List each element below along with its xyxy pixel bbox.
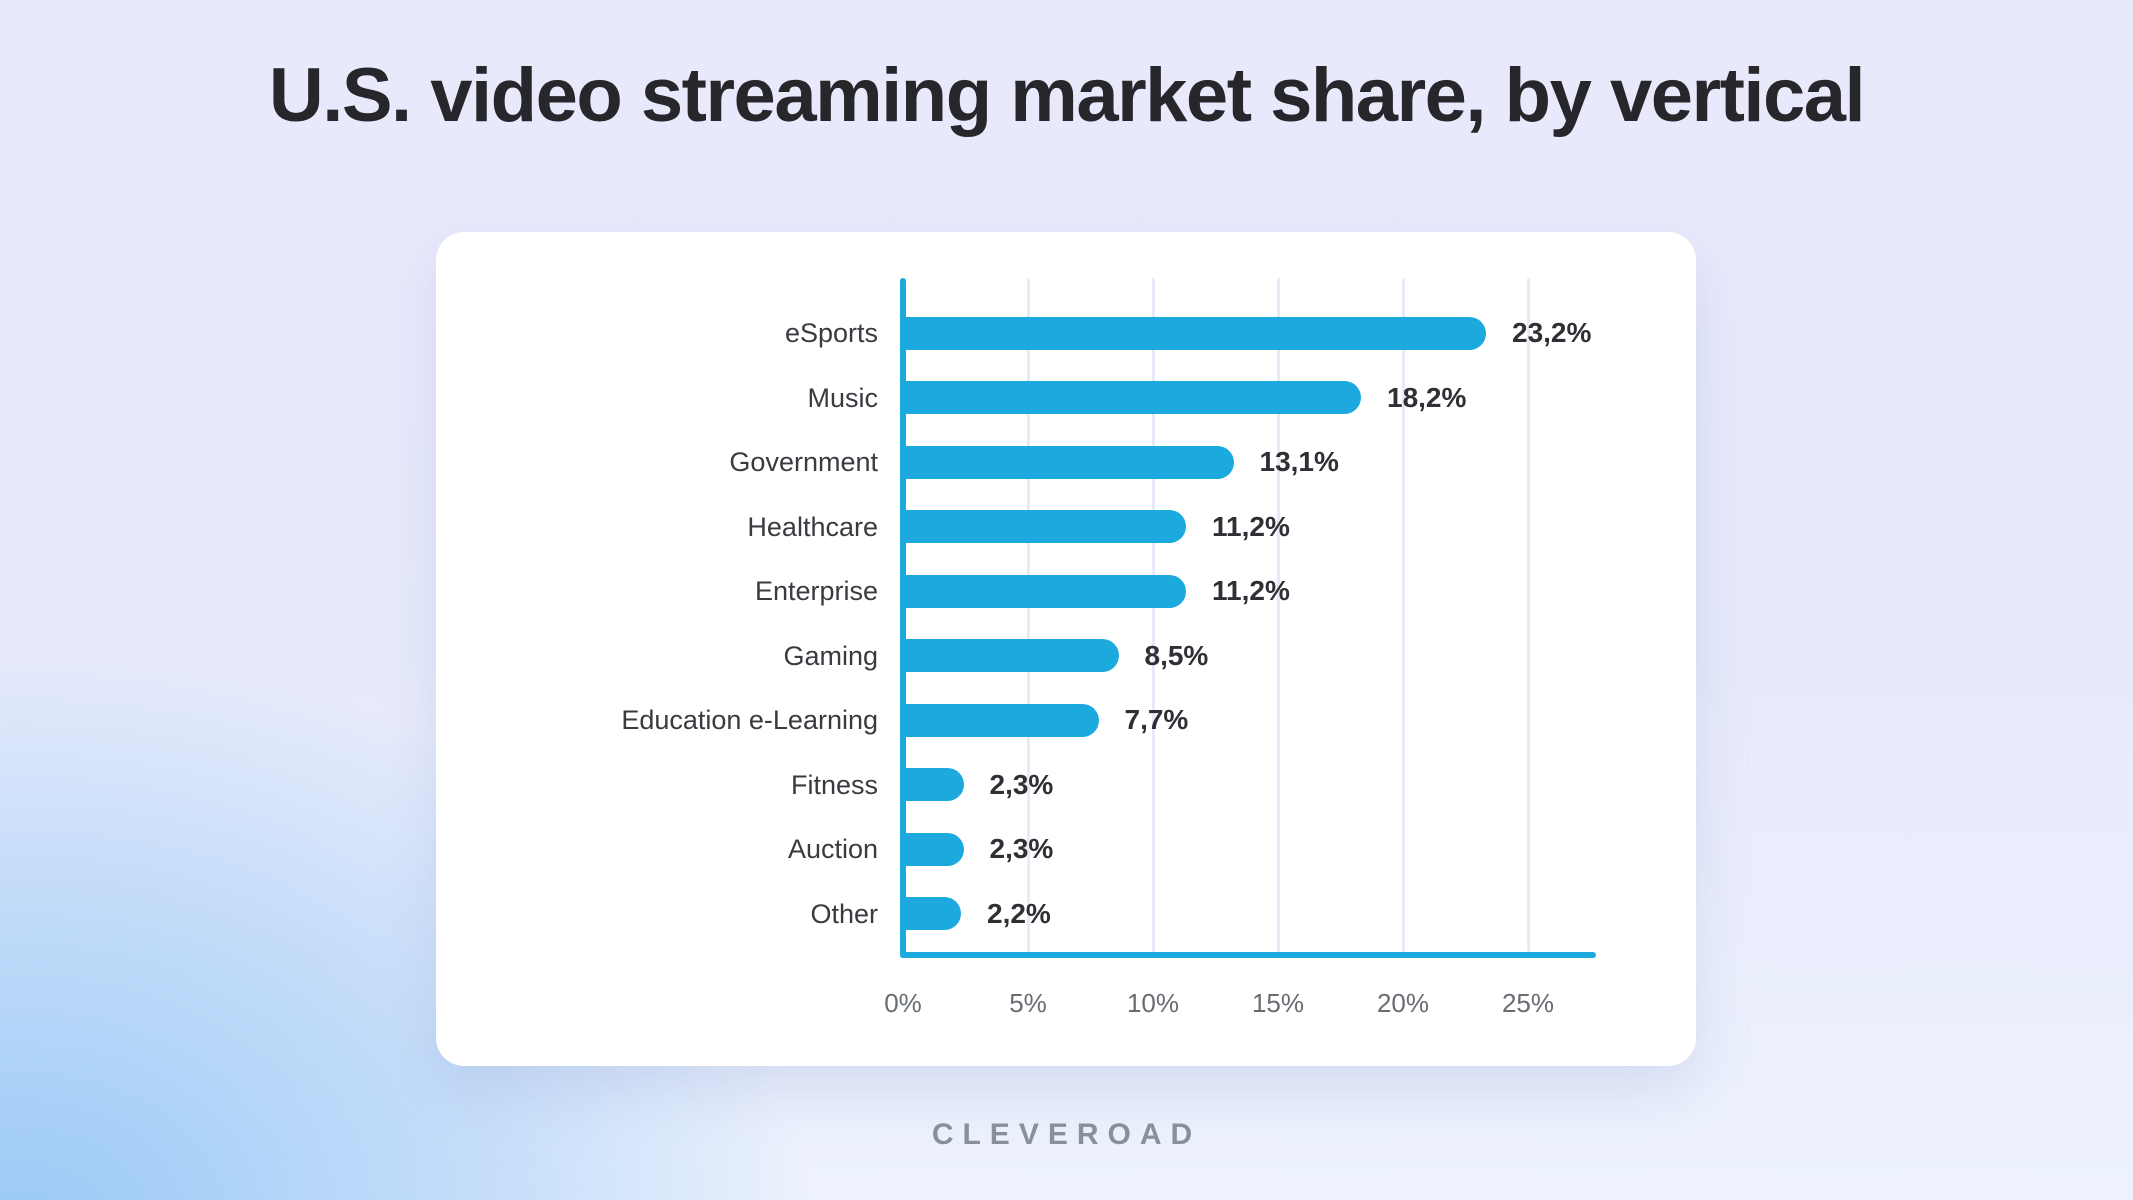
gridline-25pct	[1526, 278, 1530, 952]
bar	[906, 639, 1119, 672]
bar	[906, 381, 1361, 414]
bar	[906, 703, 1099, 737]
value-label: 2,3%	[989, 833, 1054, 864]
category-label: Fitness	[790, 769, 878, 800]
category-label: Other	[810, 898, 878, 929]
x-tick-label: 10%	[1126, 988, 1180, 1018]
chart-card: eSports 23,2% Music 18,2% Government 13,1% Hea…	[436, 232, 1696, 1066]
x-tick-label: 20%	[1376, 988, 1430, 1018]
x-tick-label: 0%	[884, 988, 922, 1018]
bar	[906, 510, 1186, 543]
x-tick-label: 15%	[1251, 988, 1305, 1018]
gridline-15pct	[1276, 278, 1280, 952]
bar	[906, 897, 961, 930]
value-label: 8,5%	[1144, 639, 1209, 671]
category-label: Music	[807, 382, 878, 413]
value-label: 2,2%	[987, 897, 1051, 929]
category-label: Government	[729, 447, 878, 477]
category-label: Education e-Learning	[621, 705, 878, 735]
category-label: Auction	[787, 834, 878, 864]
y-axis-line	[900, 278, 906, 958]
bar	[906, 832, 964, 866]
bar	[906, 768, 964, 801]
value-label: 7,7%	[1124, 704, 1189, 735]
x-tick-label: 5%	[1009, 988, 1047, 1018]
page-title: U.S. video streaming market share, by ve…	[268, 53, 1866, 138]
category-label: eSports	[784, 318, 878, 348]
value-label: 11,2%	[1212, 510, 1290, 542]
gridline-10pct	[1151, 278, 1155, 952]
value-label: 18,2%	[1387, 381, 1467, 413]
brand-logo: CLEVEROAD	[931, 1118, 1202, 1151]
x-axis-line	[900, 952, 1596, 958]
value-label: 2,3%	[989, 768, 1054, 800]
bar	[906, 445, 1234, 479]
value-label: 11,2%	[1212, 575, 1290, 606]
bar	[906, 316, 1486, 350]
category-label: Healthcare	[747, 511, 878, 542]
value-label: 23,2%	[1512, 317, 1592, 348]
value-label: 13,1%	[1259, 446, 1339, 477]
bar	[906, 574, 1186, 608]
x-tick-label: 25%	[1501, 988, 1555, 1018]
category-label: Enterprise	[754, 576, 878, 606]
category-label: Gaming	[783, 640, 878, 671]
